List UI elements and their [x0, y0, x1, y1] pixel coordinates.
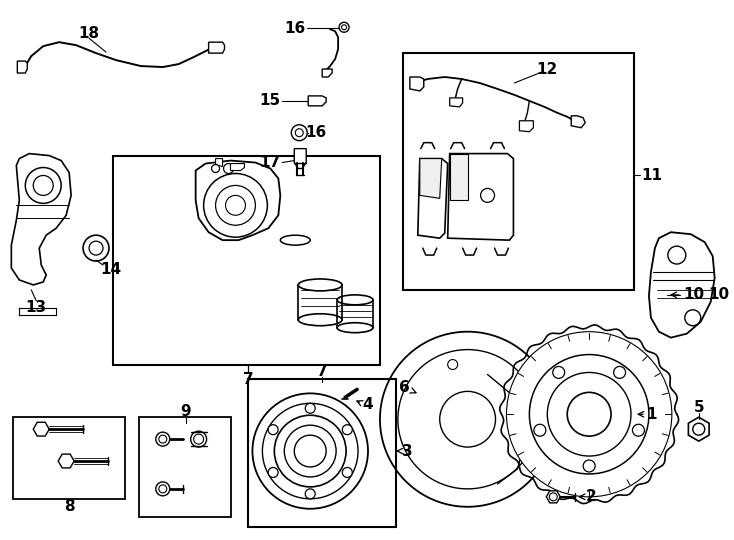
Bar: [113, 156, 380, 364]
Text: 1: 1: [647, 407, 657, 422]
Circle shape: [342, 424, 352, 435]
Text: 12: 12: [537, 62, 558, 77]
Polygon shape: [448, 153, 514, 240]
Circle shape: [203, 173, 267, 237]
Polygon shape: [649, 232, 715, 338]
Polygon shape: [410, 77, 424, 91]
Polygon shape: [418, 159, 448, 238]
Polygon shape: [216, 159, 222, 166]
Circle shape: [216, 185, 255, 225]
Circle shape: [339, 22, 349, 32]
Circle shape: [553, 367, 564, 379]
Circle shape: [614, 367, 625, 379]
Circle shape: [83, 235, 109, 261]
Text: 8: 8: [64, 500, 74, 514]
Polygon shape: [33, 422, 49, 436]
Circle shape: [549, 493, 557, 501]
Circle shape: [295, 129, 303, 137]
Circle shape: [548, 373, 631, 456]
Polygon shape: [688, 417, 709, 441]
Text: 13: 13: [26, 300, 47, 315]
Circle shape: [275, 415, 346, 487]
Circle shape: [685, 310, 701, 326]
Polygon shape: [18, 61, 27, 73]
Text: 9: 9: [181, 404, 191, 418]
Circle shape: [159, 435, 167, 443]
Circle shape: [262, 403, 358, 499]
Polygon shape: [58, 454, 74, 468]
Bar: [139, 417, 230, 517]
Circle shape: [268, 468, 278, 477]
Bar: [403, 53, 634, 290]
Circle shape: [294, 435, 326, 467]
Bar: [248, 380, 396, 526]
Circle shape: [440, 392, 495, 447]
Polygon shape: [308, 96, 326, 106]
Text: 14: 14: [101, 262, 122, 278]
Text: 2: 2: [586, 489, 597, 504]
Polygon shape: [571, 116, 585, 128]
Text: 7: 7: [243, 372, 254, 387]
Circle shape: [305, 403, 315, 413]
Circle shape: [268, 424, 278, 435]
Ellipse shape: [298, 279, 342, 291]
Circle shape: [668, 246, 686, 264]
Text: 5: 5: [694, 400, 704, 415]
Circle shape: [534, 424, 546, 436]
Circle shape: [506, 332, 672, 497]
Circle shape: [156, 432, 170, 446]
Polygon shape: [450, 153, 468, 200]
Text: 11: 11: [642, 168, 662, 183]
Ellipse shape: [298, 314, 342, 326]
Circle shape: [448, 360, 458, 369]
Circle shape: [225, 195, 245, 215]
Circle shape: [567, 393, 611, 436]
Text: 16: 16: [305, 125, 327, 140]
Circle shape: [159, 485, 167, 493]
Polygon shape: [450, 98, 462, 107]
Text: 6: 6: [399, 380, 410, 395]
Circle shape: [341, 25, 346, 30]
Circle shape: [191, 431, 206, 447]
Polygon shape: [11, 153, 71, 285]
Ellipse shape: [337, 295, 373, 305]
Text: 4: 4: [363, 397, 374, 412]
Text: 17: 17: [260, 155, 281, 170]
Text: 18: 18: [79, 26, 100, 40]
Polygon shape: [294, 148, 306, 168]
Circle shape: [252, 393, 368, 509]
Circle shape: [194, 434, 203, 444]
Circle shape: [156, 482, 170, 496]
Circle shape: [529, 355, 649, 474]
Circle shape: [25, 167, 61, 204]
Circle shape: [284, 425, 336, 477]
Text: 7: 7: [317, 364, 327, 379]
Circle shape: [89, 241, 103, 255]
Circle shape: [481, 188, 495, 202]
Polygon shape: [196, 160, 280, 240]
Circle shape: [584, 460, 595, 472]
Circle shape: [291, 125, 308, 140]
Circle shape: [305, 489, 315, 499]
Text: 3: 3: [401, 443, 413, 458]
Bar: [13, 417, 125, 499]
Polygon shape: [420, 159, 442, 198]
Text: 16: 16: [285, 21, 306, 36]
Ellipse shape: [280, 235, 310, 245]
Circle shape: [633, 424, 644, 436]
Text: 10: 10: [708, 287, 729, 302]
Circle shape: [342, 468, 352, 477]
Polygon shape: [520, 121, 534, 132]
Circle shape: [211, 165, 219, 172]
Text: 10: 10: [683, 287, 705, 302]
Polygon shape: [230, 164, 244, 171]
Polygon shape: [546, 491, 560, 503]
Polygon shape: [208, 42, 225, 53]
Polygon shape: [322, 69, 332, 77]
Circle shape: [224, 164, 233, 173]
Circle shape: [693, 423, 705, 435]
Ellipse shape: [337, 323, 373, 333]
Text: 15: 15: [260, 93, 281, 109]
Circle shape: [33, 176, 53, 195]
